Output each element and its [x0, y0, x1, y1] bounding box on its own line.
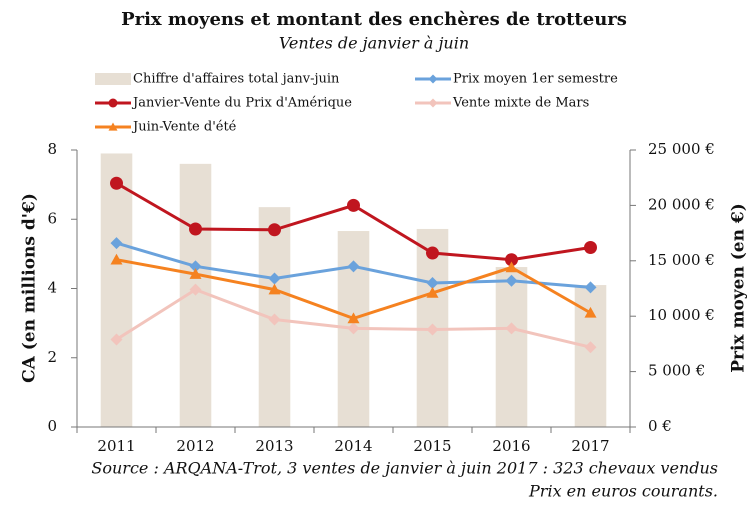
point — [347, 198, 360, 212]
point — [347, 260, 360, 273]
point — [347, 322, 360, 335]
y2-tick-label: 15 000 € — [648, 251, 715, 269]
point — [268, 223, 281, 237]
point — [426, 323, 439, 336]
y2-tick-label: 5 000 € — [648, 362, 705, 380]
legend-label: Prix moyen 1er semestre — [453, 72, 618, 87]
chart-title: Prix moyens et montant des enchères de t… — [121, 9, 627, 30]
y-tick-label: 6 — [47, 209, 57, 227]
x-tick-label: 2014 — [334, 437, 372, 455]
y-tick-label: 2 — [47, 348, 57, 366]
y-tick-label: 0 — [47, 417, 57, 435]
point — [505, 322, 518, 335]
point — [584, 306, 597, 318]
point — [189, 283, 202, 296]
point — [189, 268, 202, 279]
y2-tick-label: 25 000 € — [648, 140, 715, 158]
point — [268, 272, 281, 285]
y-tick-label: 4 — [47, 279, 57, 297]
point — [426, 246, 439, 260]
x-tick-label: 2017 — [571, 437, 609, 455]
point — [189, 222, 202, 236]
point — [426, 286, 439, 298]
legend-marker — [428, 74, 438, 84]
x-tick-label: 2013 — [255, 437, 293, 455]
chart-subtitle: Ventes de janvier à juin — [279, 34, 469, 53]
point — [268, 313, 281, 326]
legend-label: Chiffre d'affaires total janv-juin — [133, 72, 340, 87]
legend-marker — [108, 98, 118, 108]
y-axis-label: CA (en millions d'€) — [20, 193, 40, 383]
legend-marker — [428, 98, 438, 108]
point — [110, 176, 123, 190]
legend-label: Janvier-Vente du Prix d'Amérique — [131, 96, 352, 111]
point — [189, 260, 202, 273]
point — [505, 274, 518, 287]
x-tick-label: 2015 — [413, 437, 451, 455]
point — [584, 341, 597, 354]
x-tick-label: 2012 — [176, 437, 214, 455]
legend-label: Juin-Vente d'été — [131, 120, 237, 135]
y2-axis-label: Prix moyen (en €) — [729, 203, 749, 373]
point — [347, 312, 360, 324]
point — [268, 283, 281, 295]
point — [110, 253, 123, 265]
y-tick-label: 8 — [47, 140, 57, 158]
point — [426, 276, 439, 289]
point — [110, 237, 123, 250]
x-tick-label: 2016 — [492, 437, 530, 455]
source: Prix en euros courants. — [528, 482, 718, 501]
source: Source : ARQANA-Trot, 3 ventes de janvie… — [91, 459, 718, 478]
y2-tick-label: 0 € — [648, 417, 672, 435]
bar — [495, 267, 528, 427]
y2-tick-label: 20 000 € — [648, 195, 715, 213]
legend-marker — [108, 122, 118, 131]
point — [505, 261, 518, 273]
point — [110, 333, 123, 346]
legend-label: Vente mixte de Mars — [452, 96, 589, 111]
y2-tick-label: 10 000 € — [648, 306, 715, 324]
point — [584, 281, 597, 294]
point — [584, 241, 597, 255]
legend-swatch — [95, 73, 131, 85]
point — [505, 253, 518, 267]
x-tick-label: 2011 — [97, 437, 135, 455]
bar — [100, 153, 133, 427]
